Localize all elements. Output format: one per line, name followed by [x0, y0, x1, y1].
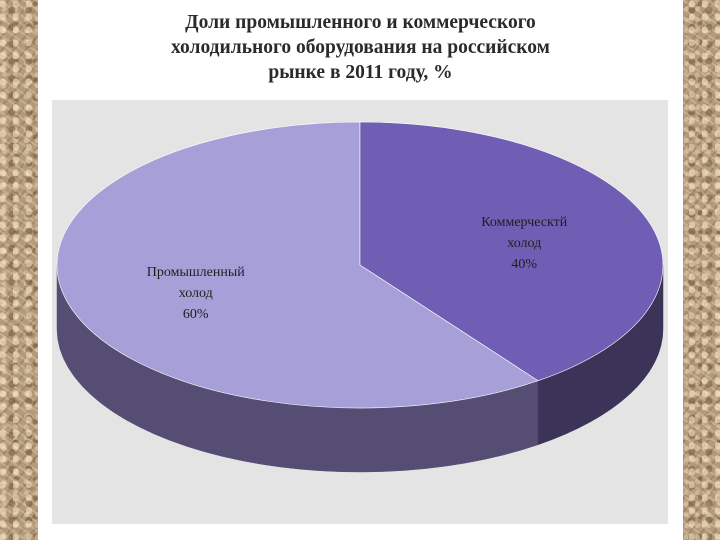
pie-slice-0 — [56, 121, 539, 409]
chart-title: Доли промышленного и коммерческого холод… — [38, 10, 683, 85]
pie-labels: Промышленный холод 60% Коммерческтй холод 40% — [147, 215, 568, 322]
slice-label-0: Промышленный холод 60% — [147, 265, 245, 322]
slice-name-label: Коммерческтй — [481, 215, 568, 230]
slice-label-1: Коммерческтй холод 40% — [481, 215, 568, 272]
slice-value-label: 40% — [511, 257, 537, 272]
chart-title-line: холодильного оборудования на российском — [171, 37, 550, 58]
pie-tops — [56, 121, 664, 409]
slice-name-label: холод — [507, 236, 541, 251]
slice-name-label: холод — [179, 286, 213, 301]
chart-title-line: рынке в 2011 году, % — [268, 62, 453, 83]
slice-name-label: Промышленный — [147, 265, 245, 280]
pie-slice-1 — [359, 121, 664, 382]
chart-title-line: Доли промышленного и коммерческого — [185, 12, 536, 33]
slice-value-label: 60% — [183, 307, 209, 322]
